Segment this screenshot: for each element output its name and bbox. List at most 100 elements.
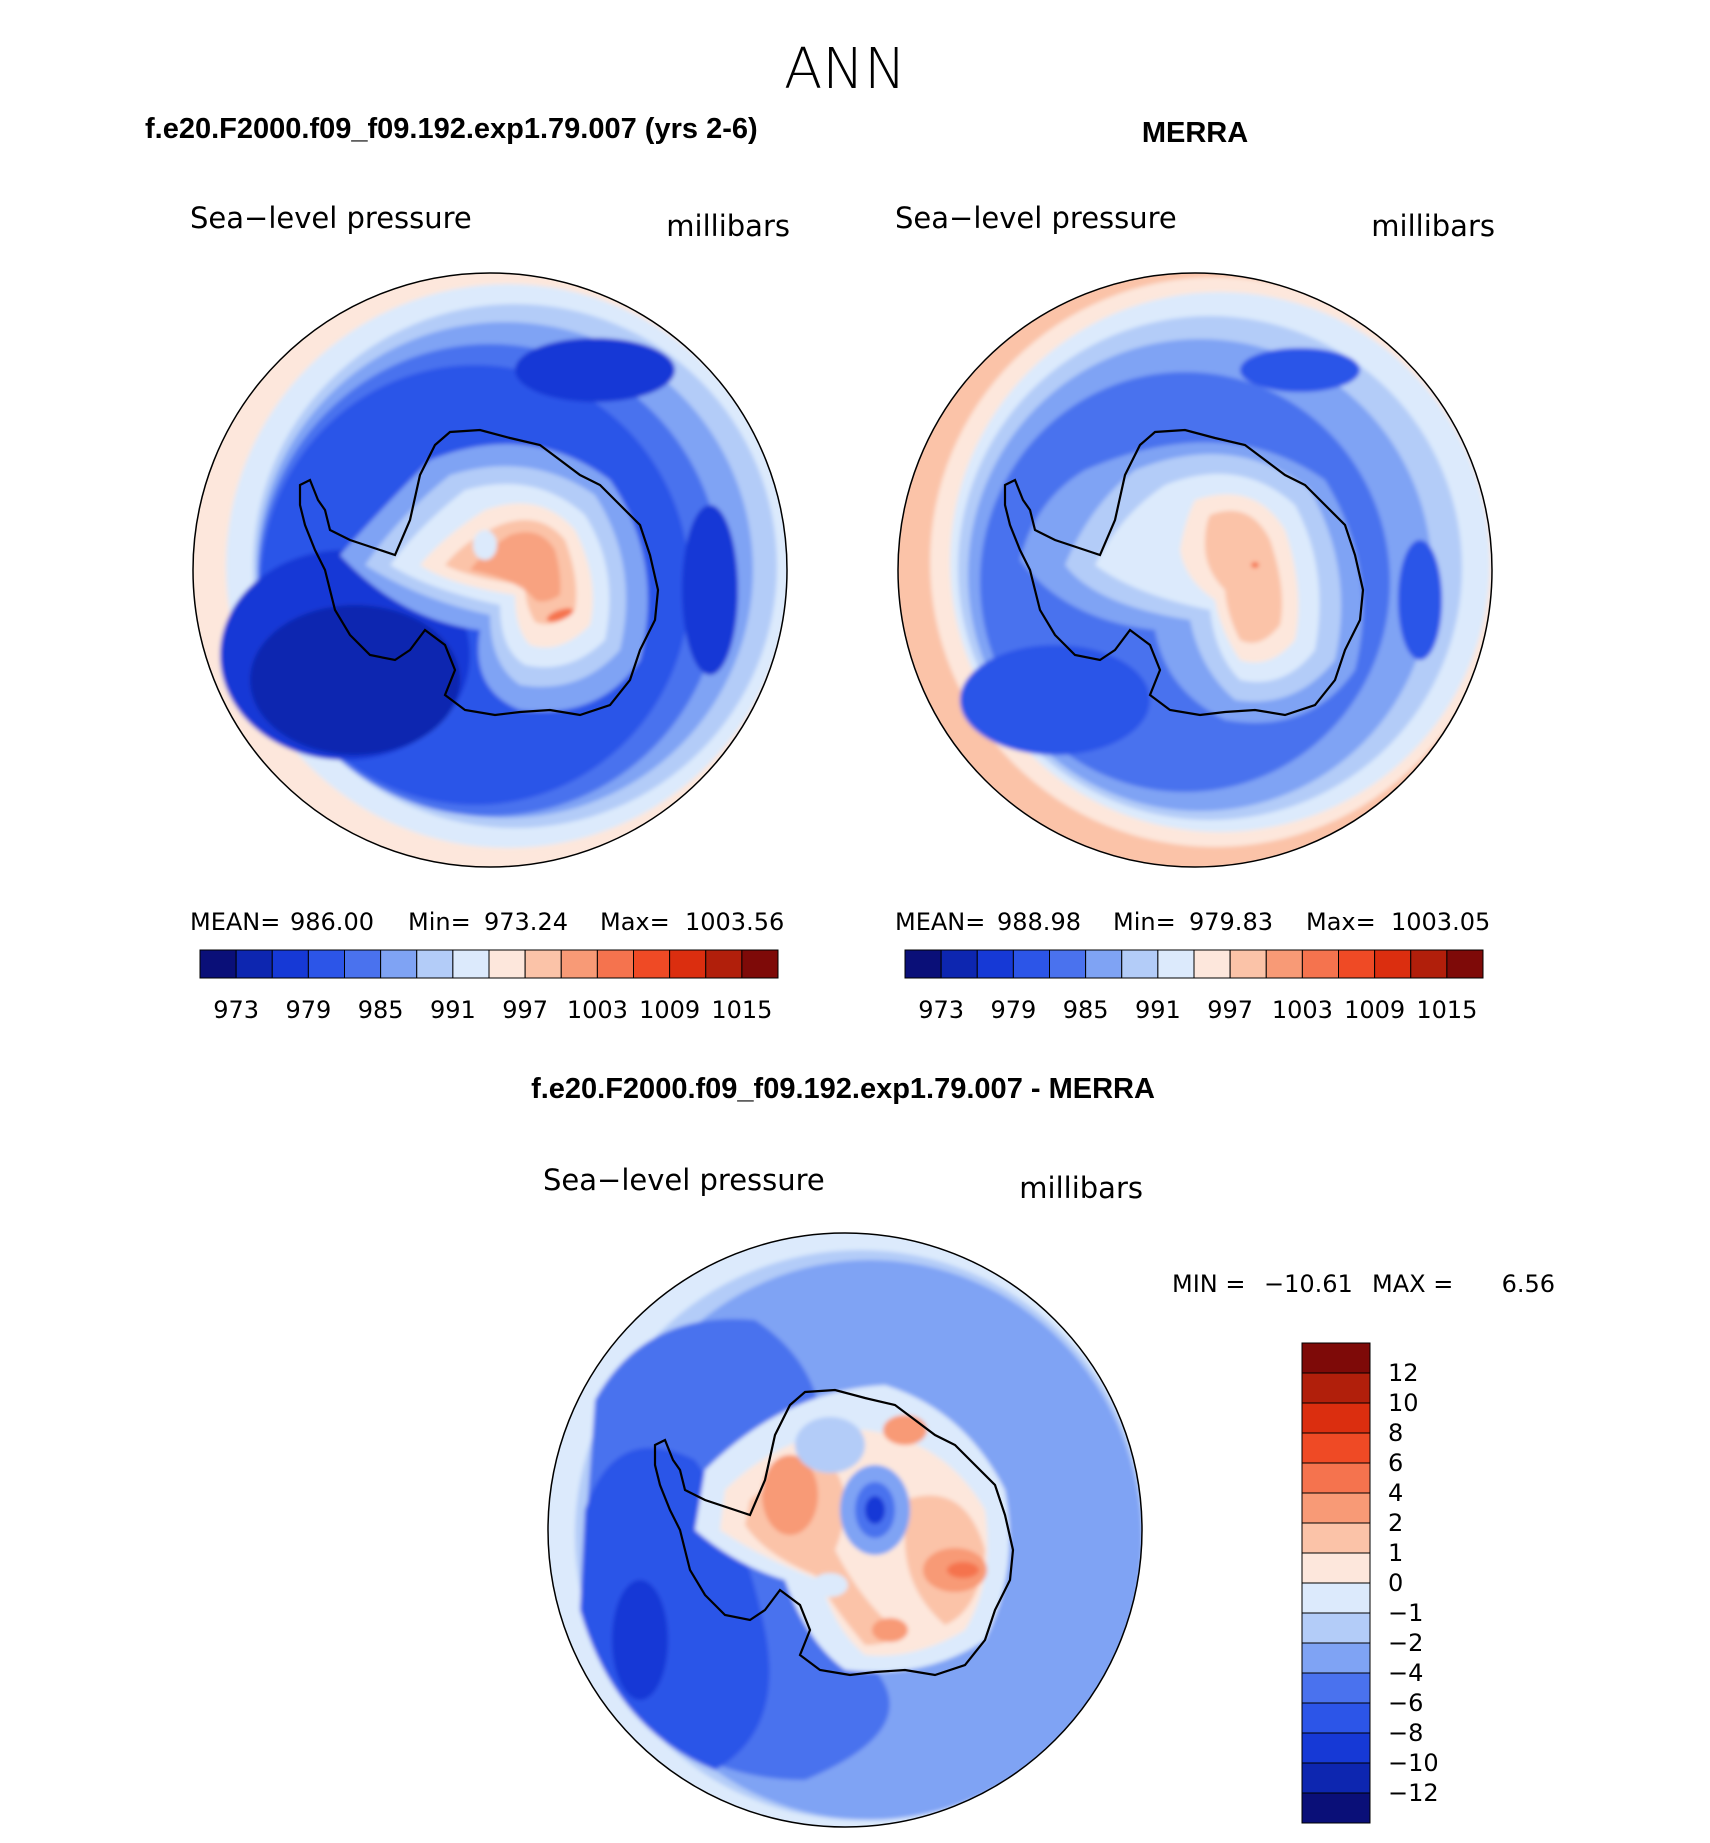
stat-min-label: MIN =: [1172, 1270, 1245, 1298]
colorbar-swatch: [1301, 1342, 1371, 1374]
colorbar-swatch: [1301, 1732, 1371, 1764]
stat-max-label: Max=: [1306, 908, 1376, 936]
colorbar-swatch: [633, 949, 671, 979]
colorbar-tick-label: 2: [1388, 1509, 1403, 1537]
panel-model-heading: f.e20.F2000.f09_f09.192.exp1.79.007 (yrs…: [145, 113, 758, 145]
colorbar-swatch: [1338, 949, 1376, 979]
colorbar-swatch: [271, 949, 309, 979]
low-center: [812, 1573, 848, 1597]
colorbar-swatch: [596, 949, 634, 979]
colorbar-tick-label: 991: [430, 996, 476, 1024]
colorbar-swatch: [1301, 1552, 1371, 1584]
colorbar-tick-label: 979: [990, 996, 1036, 1024]
colorbar-swatch: [1229, 949, 1267, 979]
colorbar-swatch: [380, 949, 418, 979]
colorbar-tick-label: 12: [1388, 1359, 1419, 1387]
colorbar-tick-label: 1015: [1416, 996, 1477, 1024]
colorbar-swatch: [1301, 1462, 1371, 1494]
colorbar-tick-label: 1015: [711, 996, 772, 1024]
colorbar-swatch: [904, 949, 942, 979]
colorbar-tick-label: 973: [213, 996, 259, 1024]
colorbar-tick-label: 1009: [1344, 996, 1405, 1024]
colorbar-tick-label: 997: [1207, 996, 1253, 1024]
colorbar-swatch: [1301, 1432, 1371, 1464]
panel-diff-title: Sea−level pressure: [543, 1163, 825, 1197]
high-center: [947, 1562, 979, 1578]
colorbar-swatch: [416, 949, 454, 979]
colorbar-tick-label: 1: [1388, 1539, 1403, 1567]
panel-diff-stats: MIN = −10.61 MAX = 6.56: [1172, 1270, 1555, 1298]
panel-merra-stats: MEAN= 988.98 Min= 979.83 Max= 1003.05: [895, 908, 1490, 936]
panel-merra-heading: MERRA: [1142, 117, 1248, 149]
panel-diff-units: millibars: [1019, 1171, 1143, 1205]
colorbar-swatch: [976, 949, 1014, 979]
colorbar-tick-label: 985: [358, 996, 404, 1024]
panel-model-stats: MEAN= 986.00 Min= 973.24 Max= 1003.56: [190, 908, 784, 936]
colorbar-tick-label: −8: [1388, 1719, 1423, 1747]
page-title: ANN: [784, 37, 906, 102]
colorbar-swatch: [1049, 949, 1087, 979]
stat-mean-label: MEAN=: [895, 908, 985, 936]
stat-min-value: 979.83: [1189, 908, 1273, 936]
contour-band: [473, 530, 497, 560]
contour-band: [1205, 510, 1283, 643]
colorbar-tick-label: −12: [1388, 1779, 1439, 1807]
colorbar-tick-label: −6: [1388, 1689, 1423, 1717]
colorbar-swatch: [524, 949, 562, 979]
colorbar-swatch: [1301, 1612, 1371, 1644]
map-border: [897, 272, 1493, 868]
colorbar-swatch: [1301, 1522, 1371, 1554]
stat-max-value: 6.56: [1502, 1270, 1555, 1298]
panel-diff-map: [548, 1233, 1142, 1827]
colorbar-swatch: [1301, 1792, 1371, 1824]
colorbar-tick-label: 4: [1388, 1479, 1403, 1507]
colorbar-swatch: [1301, 949, 1339, 979]
colorbar-tick-label: 1003: [567, 996, 628, 1024]
colorbar-tick-label: 1003: [1272, 996, 1333, 1024]
colorbar-tick-label: 0: [1388, 1569, 1403, 1597]
panel-merra: MERRA Sea−level pressure millibars: [895, 117, 1495, 1024]
colorbar-swatch: [452, 949, 490, 979]
colorbar-swatch: [307, 949, 345, 979]
colorbar-swatch: [1301, 1672, 1371, 1704]
panel-diff: f.e20.F2000.f09_f09.192.exp1.79.007 - ME…: [531, 1073, 1555, 1828]
colorbar-swatch: [1301, 1762, 1371, 1794]
colorbar-swatch: [1446, 949, 1484, 979]
high-center: [762, 1455, 818, 1535]
stat-max-label: Max=: [600, 908, 670, 936]
low-center: [612, 1580, 668, 1700]
colorbar-tick-label: −4: [1388, 1659, 1423, 1687]
panel-diff-heading: f.e20.F2000.f09_f09.192.exp1.79.007 - ME…: [531, 1073, 1155, 1105]
stat-max-label: MAX =: [1372, 1270, 1453, 1298]
stat-mean-value: 986.00: [290, 908, 374, 936]
colorbar-swatch: [344, 949, 382, 979]
colorbar-swatch: [1012, 949, 1050, 979]
colorbar-tick-label: −2: [1388, 1629, 1423, 1657]
stat-mean-label: MEAN=: [190, 908, 280, 936]
colorbar-swatch: [560, 949, 598, 979]
high-center: [883, 1415, 927, 1445]
colorbar-swatch: [741, 949, 779, 979]
colorbar-swatch: [1193, 949, 1231, 979]
low-center: [795, 1417, 865, 1473]
map-border: [547, 1232, 1143, 1828]
colorbar-tick-label: 8: [1388, 1419, 1403, 1447]
colorbar-tick-label: 1009: [639, 996, 700, 1024]
low-center: [682, 505, 738, 675]
colorbar-swatch: [1157, 949, 1195, 979]
stat-max-value: 1003.56: [685, 908, 784, 936]
colorbar-tick-label: 991: [1135, 996, 1181, 1024]
stat-min-value: −10.61: [1264, 1270, 1353, 1298]
panel-model-map: [193, 273, 787, 867]
map-border: [192, 272, 788, 868]
panel-merra-map: [898, 273, 1492, 867]
low-center: [515, 338, 675, 402]
colorbar-swatch: [1301, 1492, 1371, 1524]
colorbar-tick-label: −1: [1388, 1599, 1423, 1627]
colorbar-swatch: [1374, 949, 1412, 979]
panel-merra-units: millibars: [1371, 209, 1495, 243]
colorbar-swatch: [1121, 949, 1159, 979]
colorbar-tick-label: 6: [1388, 1449, 1403, 1477]
high-center: [1251, 562, 1259, 568]
colorbar-swatch: [669, 949, 707, 979]
